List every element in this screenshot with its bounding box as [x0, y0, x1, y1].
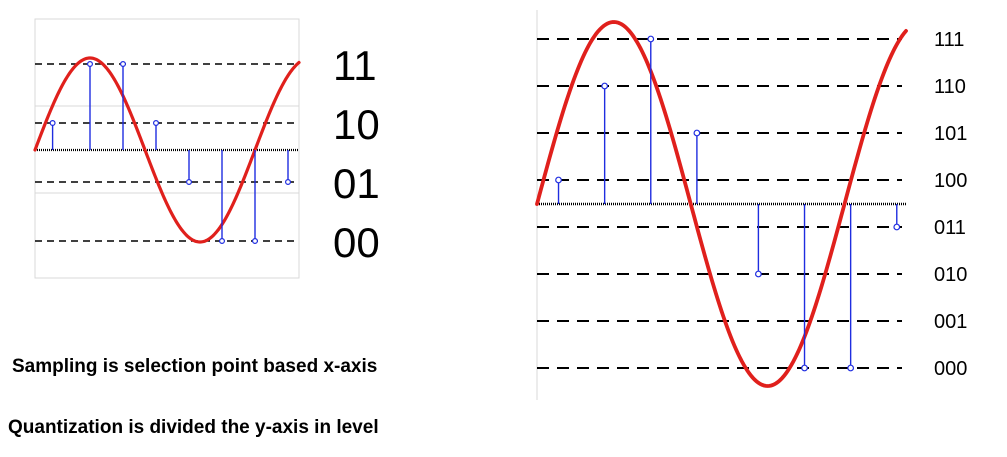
signal-curve — [33, 56, 301, 244]
sample-point — [219, 238, 226, 245]
sample-point — [49, 119, 56, 126]
sample-point — [755, 270, 762, 278]
level-label: 011 — [934, 217, 966, 239]
sample-point — [252, 238, 259, 245]
quantization-caption: Quantization is divided the y-axis in le… — [8, 417, 379, 438]
level-label: 100 — [934, 170, 967, 192]
sample-point — [893, 223, 901, 231]
level-label: 101 — [934, 123, 967, 145]
sample-point — [847, 364, 855, 372]
plot-frame — [34, 18, 300, 279]
sample-point — [801, 364, 808, 372]
level-label: 000 — [934, 358, 967, 380]
level-label: 01 — [333, 160, 380, 207]
level-label: 11 — [333, 42, 377, 89]
level-label: 110 — [934, 76, 966, 98]
sample-point — [647, 35, 655, 43]
level-label: 10 — [333, 101, 380, 148]
sample-point — [555, 176, 562, 184]
sample-point — [119, 60, 126, 67]
level-label: 00 — [333, 219, 380, 266]
sample-point — [285, 179, 292, 186]
sample-point — [601, 82, 609, 90]
right-quantization-diagram: 111 110 101 100 011 010 001 000 — [535, 10, 967, 400]
sample-point — [186, 179, 193, 186]
sample-point — [693, 129, 701, 137]
level-label: 001 — [934, 311, 967, 333]
level-label: 010 — [934, 264, 967, 286]
left-quantization-diagram: 11 10 01 00 — [33, 18, 380, 279]
signal-curve — [535, 20, 908, 388]
sample-point — [86, 60, 93, 67]
sample-point — [153, 119, 160, 126]
level-label: 111 — [934, 29, 964, 51]
sampling-caption: Sampling is selection point based x-axis — [12, 356, 378, 377]
